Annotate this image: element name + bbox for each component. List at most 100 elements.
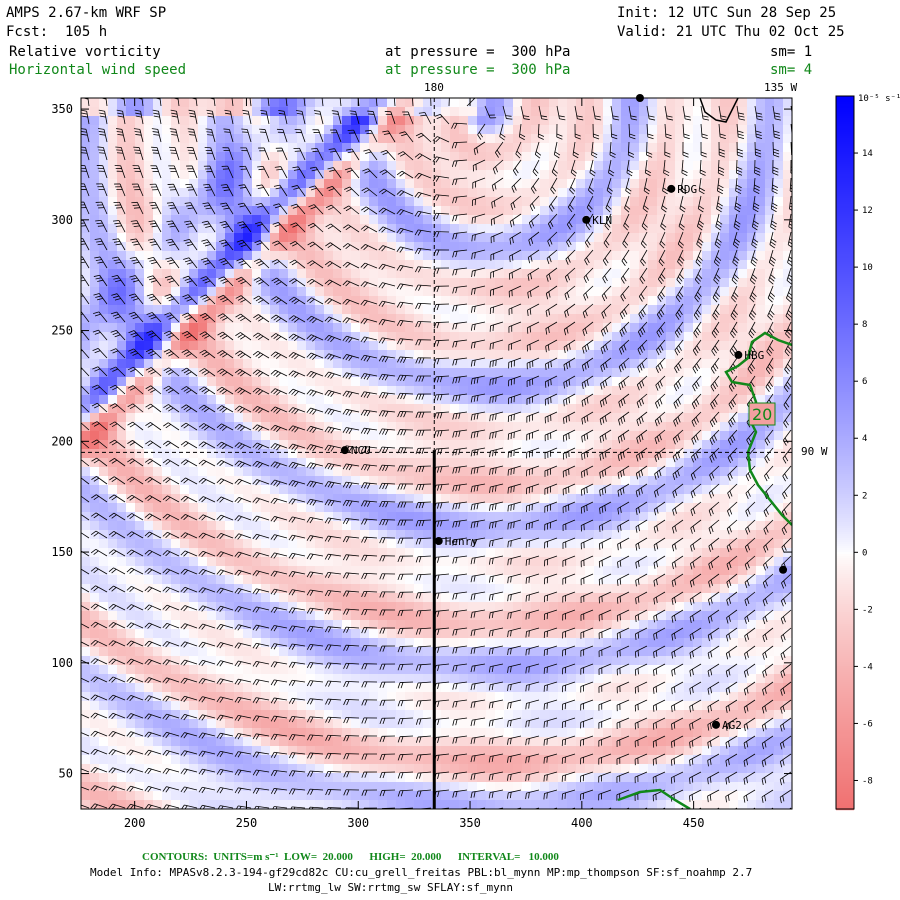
vorticity-cell [333,233,343,243]
vorticity-cell [207,422,217,432]
vorticity-cell [585,611,595,621]
vorticity-cell [783,233,792,243]
vorticity-cell [441,233,451,243]
vorticity-cell [441,395,451,405]
vorticity-cell [684,404,694,414]
vorticity-cell [90,656,100,666]
vorticity-cell [171,251,181,261]
vorticity-cell [171,629,181,639]
vorticity-cell [495,530,505,540]
vorticity-cell [765,386,775,396]
vorticity-cell [630,422,640,432]
vorticity-cell [225,620,235,630]
vorticity-cell [189,188,199,198]
vorticity-cell [612,233,622,243]
vorticity-cell [207,206,217,216]
vorticity-cell [747,602,757,612]
vorticity-cell [486,377,496,387]
vorticity-cell [540,530,550,540]
vorticity-cell [297,503,307,513]
vorticity-cell [729,143,739,153]
vorticity-cell [522,152,532,162]
vorticity-cell [603,170,613,180]
vorticity-cell [783,494,792,504]
vorticity-cell [171,530,181,540]
vorticity-cell [621,377,631,387]
vorticity-cell [648,611,658,621]
vorticity-cell [675,647,685,657]
vorticity-cell [549,296,559,306]
vorticity-cell [450,143,460,153]
vorticity-cell [81,458,91,468]
vorticity-cell [342,422,352,432]
vorticity-cell [288,431,298,441]
vorticity-cell [567,584,577,594]
vorticity-cell [612,656,622,666]
vorticity-cell [531,638,541,648]
vorticity-cell [225,638,235,648]
vorticity-cell [261,494,271,504]
vorticity-cell [711,431,721,441]
vorticity-cell [594,206,604,216]
vorticity-cell [81,512,91,522]
vorticity-cell [315,467,325,477]
vorticity-cell [702,287,712,297]
vorticity-cell [549,260,559,270]
vorticity-cell [369,197,379,207]
vorticity-cell [396,530,406,540]
vorticity-cell [369,620,379,630]
vorticity-cell [396,161,406,171]
vorticity-cell [432,242,442,252]
vorticity-cell [504,188,514,198]
vorticity-cell [108,161,118,171]
vorticity-cell [108,233,118,243]
vorticity-cell [648,449,658,459]
vorticity-cell [702,170,712,180]
vorticity-cell [729,458,739,468]
vorticity-cell [603,404,613,414]
vorticity-cell [315,656,325,666]
vorticity-cell [621,152,631,162]
vorticity-cell [729,269,739,279]
vorticity-cell [387,323,397,333]
vorticity-cell [189,539,199,549]
vorticity-cell [630,350,640,360]
vorticity-cell [99,134,109,144]
vorticity-cell [351,602,361,612]
vorticity-cell [306,377,316,387]
vorticity-cell [297,287,307,297]
vorticity-cell [684,188,694,198]
vorticity-cell [729,206,739,216]
vorticity-cell [135,278,145,288]
vorticity-cell [738,305,748,315]
vorticity-cell [630,629,640,639]
vorticity-cell [432,206,442,216]
vorticity-cell [738,314,748,324]
vorticity-cell [90,269,100,279]
vorticity-cell [198,242,208,252]
vorticity-cell [441,449,451,459]
vorticity-cell [225,584,235,594]
vorticity-cell [99,305,109,315]
vorticity-cell [378,440,388,450]
vorticity-cell [666,377,676,387]
vorticity-cell [351,440,361,450]
vorticity-cell [234,98,244,108]
vorticity-cell [180,224,190,234]
vorticity-cell [270,449,280,459]
vorticity-cell [459,152,469,162]
vorticity-cell [324,431,334,441]
vorticity-cell [378,350,388,360]
vorticity-cell [702,359,712,369]
vorticity-cell [108,647,118,657]
vorticity-cell [612,251,622,261]
vorticity-cell [333,620,343,630]
vorticity-cell [495,125,505,135]
vorticity-cell [450,134,460,144]
vorticity-cell [324,161,334,171]
vorticity-cell [477,278,487,288]
vorticity-cell [360,440,370,450]
vorticity-cell [585,305,595,315]
vorticity-cell [459,494,469,504]
vorticity-cell [495,314,505,324]
